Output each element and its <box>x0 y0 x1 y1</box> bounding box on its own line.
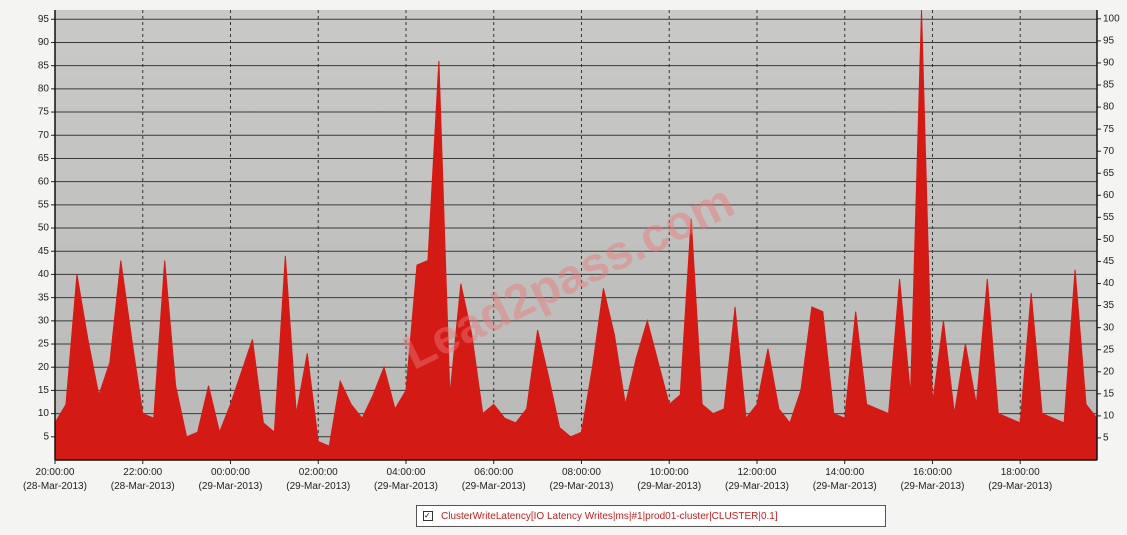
y2-tick-label: 30 <box>1103 322 1115 333</box>
y-tick-label: 30 <box>38 315 50 326</box>
y2-tick-label: 85 <box>1103 80 1115 91</box>
y2-tick-label: 70 <box>1103 146 1115 157</box>
y-tick-label: 5 <box>43 431 49 442</box>
y2-tick-label: 10 <box>1103 411 1115 422</box>
x-tick-label: 08:00:00 (29-Mar-2013) <box>549 467 614 492</box>
y2-tick-label: 60 <box>1103 190 1115 201</box>
x-tick-label: 20:00:00 (28-Mar-2013) <box>23 467 87 492</box>
y-tick-label: 85 <box>38 60 50 71</box>
y2-tick-label: 100 <box>1103 13 1120 24</box>
y-tick-label: 95 <box>38 14 50 25</box>
y-tick-label: 65 <box>38 153 50 164</box>
y-tick-label: 35 <box>38 292 50 303</box>
y-tick-label: 80 <box>38 84 50 95</box>
y2-tick-label: 15 <box>1103 388 1115 399</box>
y2-tick-label: 20 <box>1103 366 1115 377</box>
x-tick-label: 16:00:00 (29-Mar-2013) <box>900 467 965 492</box>
area <box>54 9 1098 461</box>
x-tick-label: 02:00:00 (29-Mar-2013) <box>286 467 351 492</box>
legend-checkbox[interactable]: ✓ <box>423 511 433 521</box>
x-tick-label: 06:00:00 (29-Mar-2013) <box>461 467 526 492</box>
x-tick-label: 18:00:00 (29-Mar-2013) <box>988 467 1053 492</box>
y2-tick-label: 50 <box>1103 234 1115 245</box>
x-tick-label: 14:00:00 (29-Mar-2013) <box>812 467 877 492</box>
y2-tick-label: 80 <box>1103 102 1115 113</box>
y2-tick-label: 45 <box>1103 256 1115 267</box>
y2-tick-label: 95 <box>1103 36 1115 47</box>
y-tick-label: 25 <box>38 339 50 350</box>
x-tick-label: 22:00:00 (28-Mar-2013) <box>110 467 175 492</box>
y2-tick-label: 25 <box>1103 344 1115 355</box>
x-tick-label: 00:00:00 (29-Mar-2013) <box>198 467 263 492</box>
y2-tick-label: 35 <box>1103 300 1115 311</box>
y2-tick-label: 40 <box>1103 278 1115 289</box>
y-tick-label: 55 <box>38 199 50 210</box>
y-tick-label: 50 <box>38 223 50 234</box>
y2-tick-label: 90 <box>1103 58 1115 69</box>
y-tick-label: 40 <box>38 269 50 280</box>
y-tick-label: 20 <box>38 362 50 373</box>
y-tick-label: 90 <box>38 37 50 48</box>
y-tick-label: 70 <box>38 130 50 141</box>
legend-text: ClusterWriteLatency[IO Latency Writes|ms… <box>441 510 778 522</box>
y-tick-label: 60 <box>38 176 50 187</box>
y-tick-label: 10 <box>38 408 50 419</box>
y2-tick-label: 75 <box>1103 124 1115 135</box>
y2-tick-label: 5 <box>1103 433 1109 444</box>
y-tick-label: 75 <box>38 107 50 118</box>
legend[interactable]: ✓ ClusterWriteLatency[IO Latency Writes|m… <box>416 505 886 527</box>
x-tick-label: 10:00:00 (29-Mar-2013) <box>637 467 702 492</box>
y-tick-label: 15 <box>38 385 50 396</box>
y2-tick-label: 55 <box>1103 212 1115 223</box>
y2-tick-label: 65 <box>1103 168 1115 179</box>
x-tick-label: 12:00:00 (29-Mar-2013) <box>725 467 789 492</box>
x-tick-label: 04:00:00 (29-Mar-2013) <box>374 467 438 492</box>
y-tick-label: 45 <box>38 246 50 257</box>
